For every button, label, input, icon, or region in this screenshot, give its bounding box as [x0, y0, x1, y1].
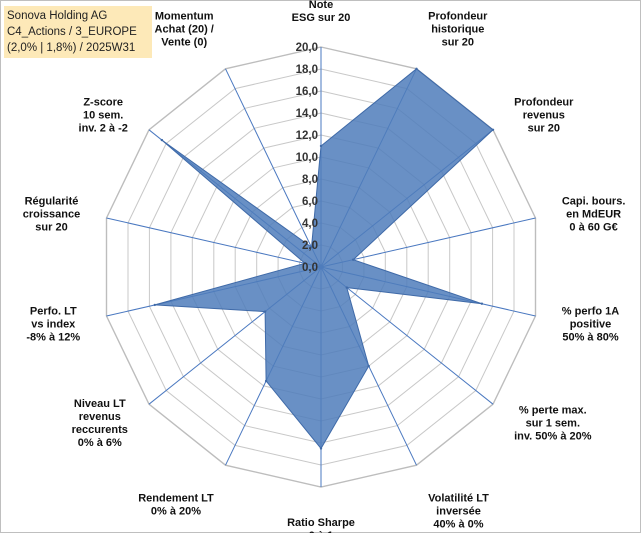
axis-label: Profondeur [428, 11, 488, 23]
data-point [303, 262, 307, 265]
axis-label: Achat (20) / [155, 24, 214, 36]
chart-info-box: Sonova Holding AG C4_Actions / 3_EUROPE … [4, 6, 152, 58]
radar-series [153, 67, 495, 450]
axis-label: inv. 50% à 20% [514, 431, 592, 443]
axis-label: Ratio Sharpe [287, 517, 355, 529]
axis-label: croissance [23, 209, 80, 221]
axis-label: sur 1 sem. [526, 418, 580, 430]
radar-spoke [106, 217, 322, 268]
tick-label: 14,0 [296, 108, 318, 120]
axis-label: 10 sem. [83, 110, 123, 122]
axis-label: Profondeur [514, 97, 574, 109]
tick-label: 6,0 [302, 196, 318, 208]
radar-spoke [320, 217, 536, 268]
axis-label: sur 20 [528, 123, 560, 135]
tick-label: 2,0 [302, 240, 318, 252]
axis-label: 0% à 6% [78, 437, 122, 449]
data-point [415, 67, 418, 71]
data-point [480, 302, 484, 305]
axis-label: inv. 2 à -2 [79, 123, 128, 135]
axis-label: Volatilité LT [428, 493, 489, 505]
radar-spoke [320, 266, 494, 405]
axis-label: vs index [31, 319, 76, 331]
axis-label: sur 20 [35, 222, 67, 234]
radar-spoke [225, 68, 322, 268]
data-point [263, 310, 267, 313]
axis-label: sur 20 [442, 37, 474, 49]
data-point [310, 246, 313, 249]
radial-tick-labels: 0,0 2,0 4,0 6,0 8,0 10,0 12,0 14,0 16,0 18,0 20,0 [296, 42, 318, 274]
axis-label: Perfo. LT [30, 306, 77, 318]
axis-label: historique [431, 24, 484, 36]
axis-label: 0% à 20% [151, 506, 201, 518]
axis-label: Capi. bours. [562, 196, 626, 208]
axis-label: en MdEUR [566, 209, 621, 221]
data-point [319, 447, 323, 450]
data-point [264, 379, 268, 383]
axis-label: % perfo 1A [562, 306, 620, 318]
series-area [154, 68, 494, 450]
tick-label: 8,0 [302, 174, 318, 186]
data-point [345, 286, 348, 289]
company-name: Sonova Holding AG [7, 10, 108, 22]
axis-label: -8% à 12% [26, 332, 80, 344]
axis-label: inversée [436, 506, 481, 518]
tick-label: 0,0 [302, 262, 318, 274]
category-line: C4_Actions / 3_EUROPE [7, 26, 137, 38]
tick-label: 12,0 [296, 130, 318, 142]
axis-label: revenus [79, 411, 121, 423]
axis-label: ESG sur 20 [292, 12, 351, 24]
axis-label: Note [309, 0, 333, 11]
tick-label: 20,0 [296, 42, 318, 54]
axis-label: 0 à 60 G€ [569, 222, 617, 234]
data-point [160, 138, 164, 142]
data-point [153, 303, 156, 307]
tick-label: 10,0 [296, 152, 318, 164]
axis-label: positive [570, 319, 612, 331]
axis-label: Rendement LT [138, 493, 214, 505]
tick-label: 4,0 [302, 218, 318, 230]
axis-label: Niveau LT [74, 398, 126, 410]
data-point [352, 258, 355, 261]
axis-label: Vente (0) [161, 37, 207, 49]
tick-label: 18,0 [296, 64, 318, 76]
period-line: (2,0% | 1,8%) / 2025W31 [7, 42, 136, 54]
axis-label: 0 à 1 [309, 530, 333, 533]
data-point [319, 144, 323, 148]
axis-label: % perte max. [519, 405, 587, 417]
axis-label: 50% à 80% [562, 332, 618, 344]
axis-label: Z-score [83, 97, 123, 109]
axis-label: reccurents [72, 424, 128, 436]
axis-label: Momentum [155, 11, 214, 23]
data-point [367, 364, 370, 368]
axis-label: Régularité [25, 196, 79, 208]
tick-label: 16,0 [296, 86, 318, 98]
data-point [491, 128, 495, 131]
axis-label: 40% à 0% [433, 519, 483, 531]
axis-label: revenus [523, 110, 565, 122]
